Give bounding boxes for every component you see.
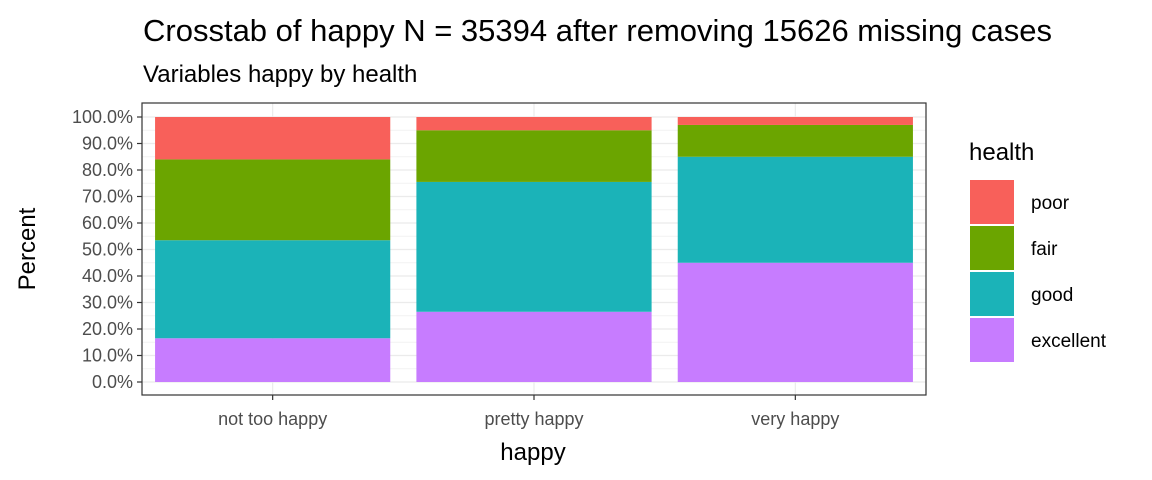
legend-key-excellent [970,318,1014,362]
chart-title: Crosstab of happy N = 35394 after removi… [143,13,1052,48]
legend-label: excellent [1031,331,1107,352]
y-tick-label: 30.0% [82,293,133,313]
bar-segment-poor [677,117,913,125]
bar-segment-fair [155,159,391,241]
y-tick-label: 100.0% [72,107,133,127]
legend-label: good [1031,285,1073,306]
bar-segment-fair [677,124,913,157]
x-tick-label: not too happy [218,409,327,429]
legend-key-good [970,272,1014,316]
y-tick-label: 80.0% [82,160,133,180]
y-tick-label: 0.0% [92,372,133,392]
legend-key-poor [970,180,1014,224]
chart-subtitle: Variables happy by health [143,61,417,88]
bar-segment-excellent [677,262,913,382]
y-tick-label: 50.0% [82,240,133,260]
y-tick-label: 60.0% [82,213,133,233]
y-tick-label: 40.0% [82,266,133,286]
legend-key-fair [970,226,1014,270]
bar-segment-good [677,156,913,263]
bar-segment-poor [155,117,391,160]
x-axis-title: happy [500,439,565,466]
legend-title: health [969,139,1034,166]
y-tick-label: 10.0% [82,346,133,366]
bar-segment-excellent [416,311,652,382]
x-tick-label: pretty happy [484,409,583,429]
x-tick-label: very happy [751,409,839,429]
legend-label: fair [1031,239,1058,260]
legend-label: poor [1031,193,1070,214]
bar-segment-poor [416,117,652,131]
y-axis-title: Percent [14,207,41,290]
y-tick-label: 90.0% [82,134,133,154]
bar-segment-excellent [155,338,391,382]
legend: health poor fair good excellent [969,139,1107,362]
bar-segment-good [416,181,652,312]
y-tick-label: 20.0% [82,319,133,339]
plot-area: 0.0% 10.0% 20.0% 30.0% 40.0% 50.0% 60.0% 70.0% 8… [72,102,927,429]
bar-segment-good [155,240,391,339]
y-tick-label: 70.0% [82,187,133,207]
bar-segment-fair [416,130,652,182]
